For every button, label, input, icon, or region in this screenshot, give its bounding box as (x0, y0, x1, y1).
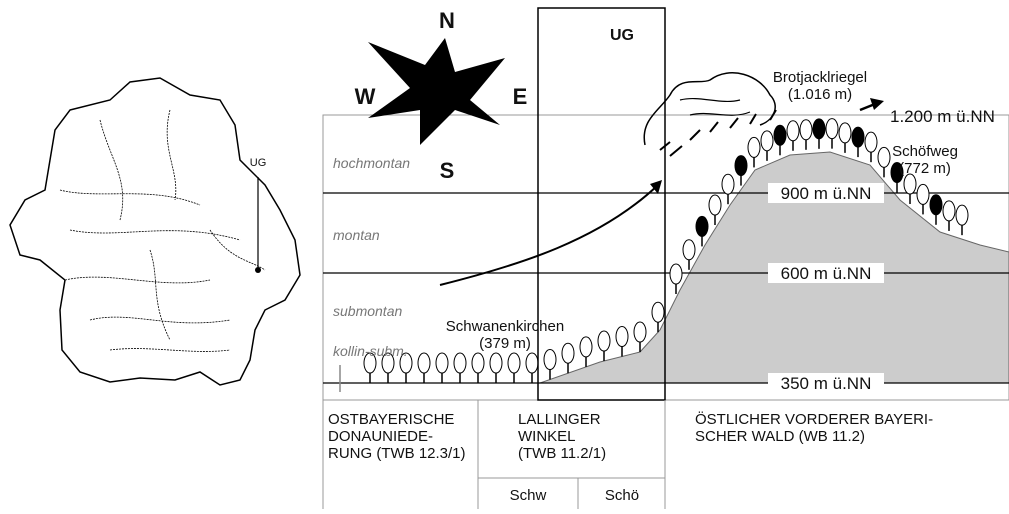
peak-height: (1.016 m) (788, 86, 852, 103)
zone-label: submontan (333, 303, 402, 319)
compass-s: S (440, 158, 455, 183)
elevation-label-bg (768, 373, 884, 393)
arrow (439, 184, 659, 286)
tree-crown (453, 352, 467, 374)
tree-crown (525, 352, 539, 374)
tree-crown (851, 126, 865, 148)
top-arrow-head (870, 98, 884, 110)
tree-crown (825, 118, 839, 140)
tree-crown (597, 330, 611, 352)
tree-crown (651, 301, 665, 323)
region-label: SCHER WALD (WB 11.2) (695, 428, 865, 445)
rain (659, 109, 777, 157)
tree-crown (747, 136, 761, 158)
arrow-head (650, 180, 662, 194)
tree-crown (799, 119, 813, 141)
region-label: (TWB 11.2/1) (518, 445, 606, 462)
peak-name: Brotjacklriegel (773, 69, 867, 86)
elevation-label: 350 m ü.NN (781, 374, 872, 393)
clouds (679, 97, 751, 116)
study-area-label: UG (610, 27, 634, 44)
tree-crown (633, 321, 647, 343)
tree-crown (435, 352, 449, 374)
region-table (322, 400, 666, 509)
tree-crown (812, 118, 826, 140)
subregion-label: Schö (605, 487, 639, 504)
compass-star (368, 38, 505, 145)
map-borders (59, 109, 266, 352)
region-label: DONAUNIEDE- (328, 428, 433, 445)
tree-crown (363, 352, 377, 374)
tree-crown (615, 326, 629, 347)
tree-crown (838, 122, 852, 144)
region-label: OSTBAYERISCHE (328, 411, 454, 428)
clouds (643, 72, 776, 146)
elevation-label: 900 m ü.NN (781, 184, 872, 203)
peak-height: (772 m) (899, 160, 951, 177)
top-level-label: 1.200 m ü.NN (890, 107, 995, 126)
peak-height: (379 m) (479, 335, 531, 352)
tree-crown (399, 352, 413, 374)
subregion-label: Schw (510, 487, 547, 504)
tree-crown (734, 155, 748, 177)
tree-crown (695, 215, 709, 237)
tree-crown (786, 120, 800, 142)
tree-crown (721, 173, 735, 195)
tree-crown (760, 130, 774, 152)
compass-w: W (355, 84, 376, 109)
tree-crown (543, 349, 557, 370)
zone-label: hochmontan (333, 155, 410, 171)
tree-crown (773, 124, 787, 146)
compass-n: N (439, 8, 455, 33)
region-label: RUNG (TWB 12.3/1) (328, 445, 466, 462)
tree-crown (955, 204, 969, 226)
tree-crown (507, 352, 521, 374)
map-label: UG (250, 157, 267, 169)
zone-label: montan (333, 227, 380, 243)
tree-crown (942, 200, 956, 222)
tree-crown (903, 173, 917, 195)
tree-crown (682, 239, 696, 261)
tree-crown (708, 194, 722, 216)
region-label: LALLINGER (518, 411, 601, 428)
zone-label: kollin-subm. (333, 343, 408, 359)
tree-crown (381, 352, 395, 374)
bavaria-map (9, 77, 301, 386)
elevation-label-bg (768, 263, 884, 283)
tree-crown (929, 194, 943, 216)
tree-crown (471, 352, 485, 374)
elevation-label: 600 m ü.NN (781, 264, 872, 283)
region-label: ÖSTLICHER VORDERER BAYERI- (695, 410, 933, 428)
tree-crown (417, 352, 431, 374)
tree-crown (579, 336, 593, 358)
tree-crown (561, 342, 575, 364)
map-point (255, 267, 261, 273)
peak-name: Schwanenkirchen (446, 318, 564, 335)
study-area-box (537, 7, 666, 401)
tree-crown (489, 352, 503, 374)
tree-crown (864, 131, 878, 153)
tree-crown (669, 263, 683, 285)
peak-name: Schöfweg (892, 143, 958, 160)
tree-crown (877, 146, 891, 168)
compass-e: E (513, 84, 528, 109)
region-label: WINKEL (518, 428, 576, 445)
tree-crown (916, 183, 930, 205)
elevation-label-bg (768, 183, 884, 203)
tree-crown (890, 162, 904, 183)
